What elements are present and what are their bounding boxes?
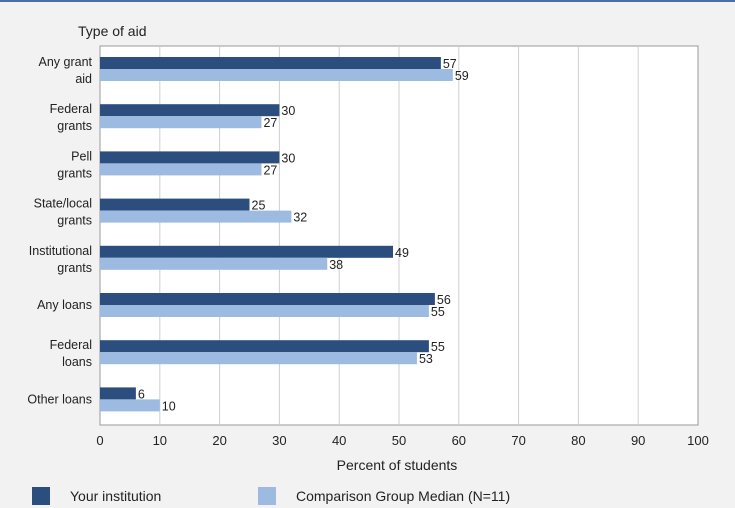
data-label: 59 <box>455 69 469 83</box>
y-axis-title: Type of aid <box>78 23 147 39</box>
bar <box>100 104 279 116</box>
data-label: 27 <box>263 116 277 130</box>
bar <box>100 352 417 364</box>
x-tick-label: 20 <box>212 433 226 448</box>
category-label: grants <box>57 119 92 133</box>
x-tick-label: 80 <box>571 433 585 448</box>
bar <box>100 305 429 317</box>
x-tick-label: 10 <box>153 433 167 448</box>
data-label: 10 <box>162 399 176 413</box>
x-tick-label: 30 <box>272 433 286 448</box>
legend-item-comparison-group: Comparison Group Median (N=11) <box>258 487 510 505</box>
bar <box>100 69 453 81</box>
bar <box>100 57 441 69</box>
category-label: Institutional <box>29 244 92 258</box>
category-label: Other loans <box>27 392 92 406</box>
data-label: 30 <box>281 151 295 165</box>
data-label: 6 <box>138 387 145 401</box>
legend-label-comparison-group: Comparison Group Median (N=11) <box>296 488 510 504</box>
bar <box>100 399 160 411</box>
category-label: State/local <box>34 197 92 211</box>
data-label: 25 <box>252 199 266 213</box>
data-label: 32 <box>293 211 307 225</box>
bar <box>100 293 435 305</box>
legend-swatch-comparison-group <box>258 487 276 505</box>
category-label: Federal <box>50 338 92 352</box>
bar <box>100 387 136 399</box>
legend-swatch-your-institution <box>32 487 50 505</box>
x-tick-label: 90 <box>631 433 645 448</box>
category-label: grants <box>57 166 92 180</box>
bar <box>100 340 429 352</box>
data-label: 27 <box>263 163 277 177</box>
data-label: 53 <box>419 352 433 366</box>
category-label: grants <box>57 261 92 275</box>
data-label: 38 <box>329 258 343 272</box>
category-label: Any loans <box>37 298 92 312</box>
category-label: Federal <box>50 102 92 116</box>
category-label: Pell <box>71 149 92 163</box>
x-tick-label: 70 <box>511 433 525 448</box>
data-label: 55 <box>431 340 445 354</box>
x-tick-label: 40 <box>332 433 346 448</box>
category-label: aid <box>75 72 92 86</box>
x-tick-labels: 0 10 20 30 40 50 60 70 80 90 100 <box>96 433 708 448</box>
category-label: loans <box>62 355 92 369</box>
legend-label-your-institution: Your institution <box>70 488 161 504</box>
legend: Your institution Comparison Group Median… <box>0 482 735 508</box>
bar <box>100 246 393 258</box>
data-label: 30 <box>281 104 295 118</box>
category-label: grants <box>57 214 92 228</box>
bar <box>100 116 261 128</box>
data-label: 55 <box>431 305 445 319</box>
bar <box>100 258 327 270</box>
bar <box>100 199 250 211</box>
bar <box>100 163 261 175</box>
x-tick-label: 0 <box>96 433 103 448</box>
x-axis-title: Percent of students <box>337 457 458 473</box>
category-label: Any grant <box>38 55 92 69</box>
legend-item-your-institution: Your institution <box>32 487 161 505</box>
data-label: 49 <box>395 246 409 260</box>
bar <box>100 151 279 163</box>
x-tick-label: 100 <box>687 433 709 448</box>
category-labels: Any grant aid Federal grants Pell grants State… <box>27 55 92 406</box>
x-tick-label: 50 <box>392 433 406 448</box>
x-tick-label: 60 <box>452 433 466 448</box>
